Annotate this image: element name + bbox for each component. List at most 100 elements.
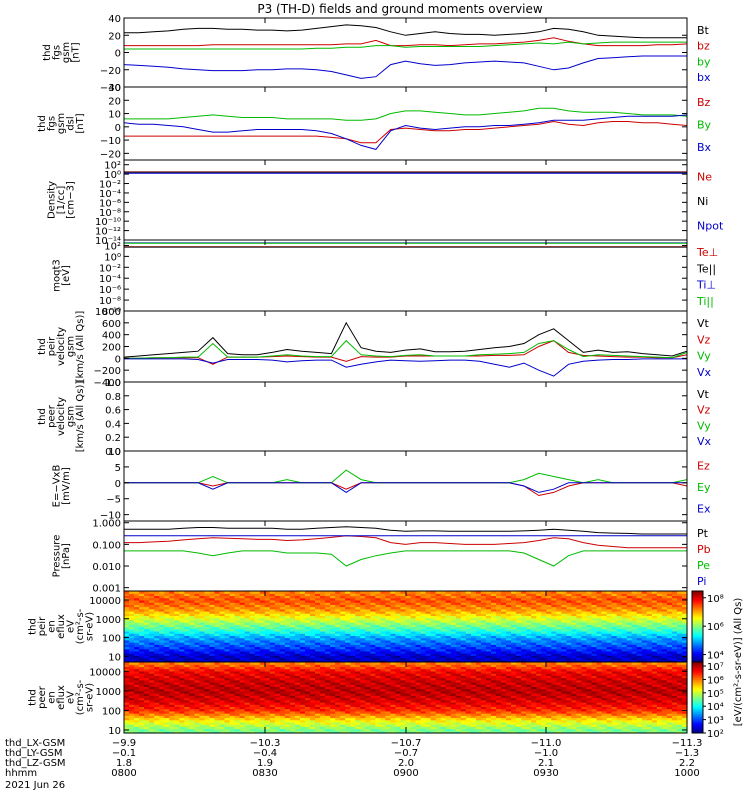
spectrogram-cell: [149, 730, 155, 734]
spectrogram-cell: [350, 595, 356, 599]
spectrogram-cell: [304, 622, 311, 625]
spectrogram-cell: [219, 710, 226, 714]
spectrogram-cell: [671, 728, 678, 732]
spectrogram-cell: [124, 657, 130, 661]
spectrogram-cell: [681, 719, 688, 723]
spectrogram-cell: [415, 648, 422, 652]
spectrogram-cell: [264, 595, 271, 599]
spectrogram-cell: [169, 646, 175, 650]
spectrogram-cell: [676, 635, 683, 639]
spectrogram-cell: [651, 657, 658, 661]
spectrogram-cell: [445, 610, 452, 614]
spectrogram-cell: [204, 637, 211, 641]
spectrogram-cell: [385, 604, 392, 608]
spectrogram-cell: [229, 717, 236, 721]
spectrogram-cell: [139, 710, 145, 714]
spectrogram-cell: [516, 721, 522, 725]
spectrogram-cell: [124, 593, 130, 597]
spectrogram-cell: [586, 619, 593, 623]
spectrogram-cell: [435, 655, 442, 659]
spectrogram-cell: [596, 610, 603, 614]
spectrogram-cell: [154, 593, 160, 597]
spectrogram-cell: [139, 624, 145, 628]
spectrogram-cell: [405, 604, 412, 608]
spectrogram-cell: [455, 615, 462, 619]
spectrogram-cell: [405, 630, 412, 634]
spectrogram-cell: [134, 604, 140, 608]
spectrogram-cell: [435, 617, 442, 621]
spectrogram-cell: [380, 619, 386, 623]
spectrogram-cell: [214, 608, 221, 612]
spectrogram-cell: [375, 646, 381, 650]
spectrogram-cell: [179, 606, 185, 610]
spectrogram-cell: [325, 628, 331, 632]
spectrogram-cell: [601, 597, 608, 601]
y-axis-label: gsm: [66, 336, 77, 357]
spectrogram-cell: [516, 593, 522, 597]
spectrogram-cell: [516, 606, 522, 610]
spectrogram-cell: [631, 593, 638, 597]
spectrogram-cell: [445, 717, 452, 721]
spectrogram-cell: [666, 624, 673, 628]
spectrogram-cell: [551, 637, 557, 641]
spectrogram-cell: [375, 602, 381, 605]
spectrogram-cell: [460, 628, 467, 632]
spectrogram-cell: [435, 610, 442, 614]
spectrogram-cell: [194, 646, 201, 650]
spectrogram-cell: [224, 710, 231, 714]
spectrogram-cell: [536, 726, 542, 730]
spectrogram-cell: [134, 719, 140, 723]
spectrogram-cell: [631, 653, 638, 656]
spectrogram-cell: [440, 599, 447, 603]
spectrogram-cell: [661, 708, 668, 712]
spectrogram-cell: [269, 615, 276, 619]
spectrogram-cell: [661, 610, 668, 614]
spectrogram-cell: [465, 644, 472, 648]
spectrogram-cell: [641, 628, 648, 632]
spectrogram-cell: [264, 635, 271, 639]
spectrogram-cell: [234, 628, 241, 632]
spectrogram-cell: [390, 730, 397, 734]
spectrogram-cell: [375, 708, 381, 712]
spectrogram-cell: [400, 597, 407, 601]
spectrogram-cell: [264, 717, 271, 721]
spectrogram-cell: [541, 622, 547, 625]
spectrogram-cell: [144, 713, 150, 716]
spectrogram-cell: [184, 617, 190, 621]
spectrogram-cell: [320, 624, 326, 628]
spectrogram-cell: [440, 610, 447, 614]
spectrogram-cell: [611, 604, 618, 608]
spectrogram-cell: [134, 648, 140, 652]
spectrogram-cell: [465, 721, 472, 725]
spectrogram-cell: [465, 655, 472, 659]
spectrogram-cell: [259, 604, 266, 608]
spectrogram-cell: [259, 659, 266, 663]
spectrogram-cell: [506, 615, 512, 619]
spectrogram-cell: [124, 648, 130, 652]
spectrogram-cell: [299, 655, 306, 659]
spectrogram-cell: [284, 635, 291, 639]
spectrogram-cell: [676, 619, 683, 623]
spectrogram-cell: [325, 715, 331, 719]
spectrogram-cell: [475, 624, 482, 628]
spectrogram-cell: [400, 728, 407, 732]
spectrogram-cell: [335, 622, 341, 625]
spectrogram-cell: [204, 595, 211, 599]
spectrogram-cell: [586, 606, 593, 610]
spectrogram-cell: [601, 721, 608, 725]
spectrogram-cell: [666, 622, 673, 625]
spectrogram-cell: [445, 637, 452, 641]
spectrogram-cell: [169, 619, 175, 623]
spectrogram-cell: [214, 617, 221, 621]
spectrogram-cell: [415, 713, 422, 716]
spectrogram-cell: [244, 719, 251, 723]
spectrogram-cell: [546, 608, 552, 612]
spectrogram-cell: [495, 730, 502, 734]
spectrogram-cell: [229, 602, 236, 605]
spectrogram-cell: [390, 717, 397, 721]
spectrogram-cell: [144, 599, 150, 603]
spectrogram-cell: [330, 597, 336, 601]
spectrogram-cell: [631, 610, 638, 614]
spectrogram-cell: [199, 659, 206, 663]
spectrogram-cell: [485, 659, 492, 663]
